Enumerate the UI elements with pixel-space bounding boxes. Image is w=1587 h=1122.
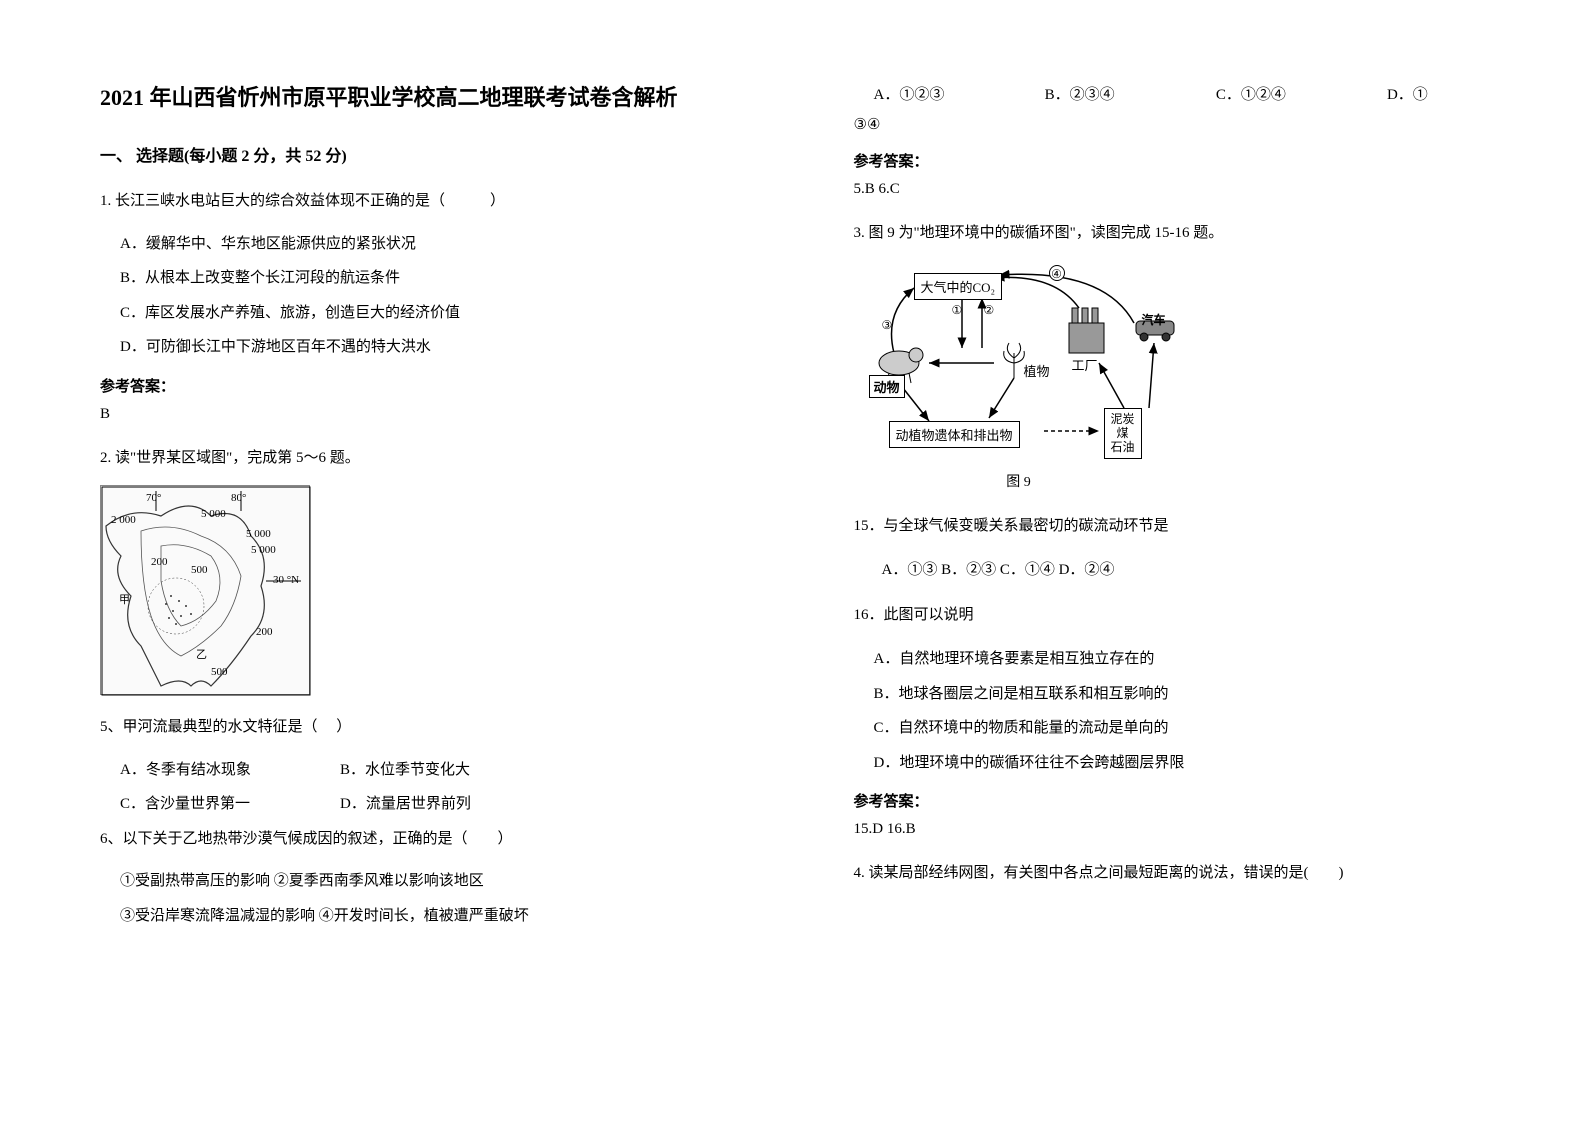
q2-sub5-option-b: B．水位季节变化大 [340,753,560,788]
diagram-plant-label: 植物 [1024,361,1050,380]
q1-option-c: C．库区发展水产养殖、旅游，创造巨大的经济价值 [100,296,734,331]
diagram-n2: ② [984,303,995,318]
diagram-atm-co2: 大气中的CO₂ [914,273,1003,300]
q2-answer-label: 参考答案： [854,150,1488,171]
diagram-n1: ① [952,303,963,318]
diagram-n3: ③ [882,318,893,333]
map-e5000a: 5 000 [201,508,226,520]
q2-sub5-option-a: A．冬季有结冰现象 [120,753,340,788]
q2-sub6-stem: 6、以下关于乙地热带沙漠气候成因的叙述，正确的是（ ） [100,822,734,857]
q1-answer-label: 参考答案： [100,375,734,396]
diagram-animal-label: 动物 [869,375,905,398]
document-title: 2021 年山西省忻州市原平职业学校高二地理联考试卷含解析 [100,80,734,112]
map-e5000b: 5 000 [246,528,271,540]
q3-stem: 3. 图 9 为"地理环境中的碳循环图"，读图完成 15-16 题。 [854,216,1488,251]
diagram-factory-label: 工厂 [1072,355,1098,374]
q2-sub5-option-c: C．含沙量世界第一 [120,787,340,822]
diagram-n4: ④ [1049,265,1065,281]
q2-sub6-options: A．①②③ B．②③④ C．①②④ D．① [854,80,1488,110]
q3-answer-label: 参考答案： [854,790,1488,811]
q1-answer: B [100,406,734,423]
map-lon80: 80° [231,492,246,504]
q2-sub6-option-b: B．②③④ [1045,80,1145,110]
q3-sub16-option-a: A．自然地理环境各要素是相互独立存在的 [854,642,1488,677]
q3-sub16-option-b: B．地球各圈层之间是相互联系和相互影响的 [854,677,1488,712]
q3-answer: 15.D 16.B [854,821,1488,838]
q2-sub5-stem: 5、甲河流最典型的水文特征是（ ） [100,710,734,745]
diagram-fuels-label: 泥炭 煤 石油 [1104,408,1142,459]
map-yi: 乙 [196,646,207,662]
q1-stem: 1. 长江三峡水电站巨大的综合效益体现不正确的是（ ） [100,184,734,219]
q2-sub6-line2: ③受沿岸寒流降温减湿的影响 ④开发时间长，植被遭严重破坏 [100,899,734,934]
right-column: A．①②③ B．②③④ C．①②④ D．① ③④ 参考答案： 5.B 6.C 3… [794,0,1587,1122]
q3-sub15-opts: A．①③ B．②③ C．①④ D．②④ [854,553,1488,588]
q3-sub15-stem: 15．与全球气候变暖关系最密切的碳流动环节是 [854,509,1488,544]
q3-sub16-stem: 16．此图可以说明 [854,598,1488,633]
q2-sub6-line1: ①受副热带高压的影响 ②夏季西南季风难以影响该地区 [100,864,734,899]
q2-sub6-option-c: C．①②④ [1216,80,1316,110]
q3-sub16-option-c: C．自然环境中的物质和能量的流动是单向的 [854,711,1488,746]
q4-stem: 4. 读某局部经纬网图，有关图中各点之间最短距离的说法，错误的是( ) [854,856,1488,891]
map-e5000c: 5 000 [251,544,276,556]
map-lon70: 70° [146,492,161,504]
map-e500a: 500 [191,564,208,576]
diagram-remains-label: 动植物遗体和排出物 [889,421,1020,448]
q3-diagram: 大气中的CO₂ ① ② ③ ④ 汽车 工厂 植物 动物 动植物遗体和排出物 泥炭… [854,263,1184,463]
map-e200a: 200 [151,556,168,568]
map-lat30: 30 °N [273,574,299,586]
left-column: 2021 年山西省忻州市原平职业学校高二地理联考试卷含解析 一、 选择题(每小题… [0,0,794,1122]
q3-diagram-caption: 图 9 [854,471,1184,491]
map-e500b: 500 [211,666,228,678]
page-container: 2021 年山西省忻州市原平职业学校高二地理联考试卷含解析 一、 选择题(每小题… [0,0,1587,1122]
q2-stem: 2. 读"世界某区域图"，完成第 5～6 题。 [100,441,734,476]
q1-option-a: A．缓解华中、华东地区能源供应的紧张状况 [100,227,734,262]
q2-sub6-option-d-cont: ③④ [854,110,1488,140]
q2-sub5-options-row2: C．含沙量世界第一 D．流量居世界前列 [100,787,734,822]
q3-sub16-option-d: D．地理环境中的碳循环往往不会跨越圈层界限 [854,746,1488,781]
q1-option-d: D．可防御长江中下游地区百年不遇的特大洪水 [100,330,734,365]
diagram-car-label: 汽车 [1142,311,1166,328]
section-1-header: 一、 选择题(每小题 2 分，共 52 分) [100,142,734,166]
q2-sub6-option-d: D．① [1387,80,1487,110]
q2-sub5-option-d: D．流量居世界前列 [340,787,560,822]
map-e2000a: 2 000 [111,514,136,526]
q2-sub5-options-row1: A．冬季有结冰现象 B．水位季节变化大 [100,753,734,788]
map-e200b: 200 [256,626,273,638]
q2-sub6-option-a: A．①②③ [874,80,974,110]
map-jia: 甲 [119,591,130,607]
q1-option-b: B．从根本上改变整个长江河段的航运条件 [100,261,734,296]
q2-map: 70° 80° 30 °N 2 000 5 000 5 000 5 000 20… [100,485,310,695]
q2-answer: 5.B 6.C [854,181,1488,198]
